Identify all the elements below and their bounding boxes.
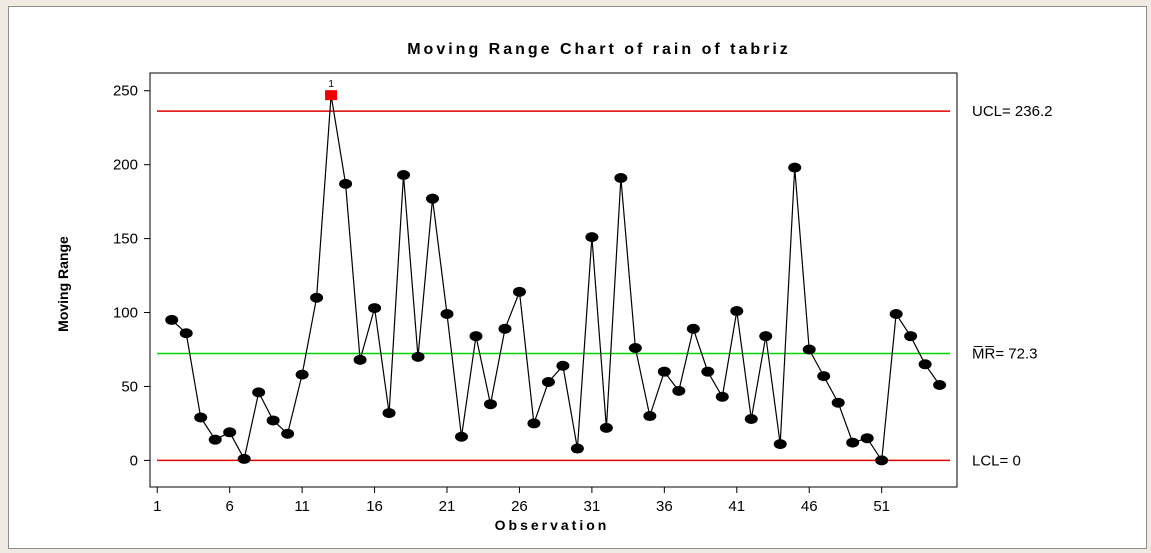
data-point — [701, 366, 715, 377]
data-point — [281, 428, 295, 439]
data-point — [599, 422, 613, 433]
data-point — [889, 309, 903, 320]
data-point — [730, 306, 744, 317]
data-point — [194, 412, 208, 423]
data-point — [556, 360, 570, 371]
x-tick-label: 36 — [656, 498, 673, 515]
data-point — [397, 170, 411, 181]
y-tick-label: 50 — [121, 378, 138, 395]
x-tick-label: 26 — [511, 498, 528, 515]
data-point — [614, 172, 628, 183]
y-tick-label: 250 — [113, 83, 138, 100]
data-point — [483, 399, 497, 410]
data-point — [831, 397, 845, 408]
data-point — [426, 193, 440, 204]
data-point — [643, 411, 657, 422]
data-point — [310, 292, 324, 303]
data-point — [773, 439, 787, 450]
data-point — [469, 331, 483, 342]
data-point — [904, 331, 918, 342]
data-point — [715, 391, 729, 402]
x-tick-label: 31 — [584, 498, 601, 515]
data-point — [353, 354, 367, 365]
data-point — [918, 359, 932, 370]
data-point — [179, 328, 193, 339]
x-tick-label: 41 — [728, 498, 745, 515]
data-point — [527, 418, 541, 429]
data-point — [382, 408, 396, 419]
data-point — [744, 413, 758, 424]
data-point — [266, 415, 280, 426]
data-point — [165, 314, 179, 325]
data-point — [875, 455, 889, 466]
data-point — [846, 437, 860, 448]
data-point — [933, 379, 947, 390]
data-point — [237, 453, 251, 464]
out-of-control-label: 1 — [328, 79, 334, 90]
data-point — [411, 351, 425, 362]
x-axis: 1 6 11 16 21 26 31 36 41 46 51 — [153, 487, 890, 515]
data-point — [657, 366, 671, 377]
data-point — [208, 434, 222, 445]
x-axis-title: Observation — [495, 517, 610, 533]
control-label-lcl: LCL= 0 — [972, 452, 1021, 469]
series-line — [171, 95, 941, 463]
chart-title: Moving Range Chart of rain of tabriz — [407, 41, 791, 58]
y-tick-label: 100 — [113, 305, 138, 322]
data-point — [454, 431, 468, 442]
data-point — [440, 309, 454, 320]
data-point — [585, 232, 599, 243]
data-point — [686, 323, 700, 334]
data-point — [788, 162, 802, 173]
data-point — [672, 385, 686, 396]
x-tick-label: 46 — [801, 498, 818, 515]
control-lines: UCL= 236.2 M̅R̅= 72.3 LCL= 0 — [157, 103, 1052, 469]
data-point — [295, 369, 309, 380]
x-tick-label: 1 — [153, 498, 161, 515]
series-moving-range: 1 — [165, 79, 947, 466]
y-tick-label: 200 — [113, 157, 138, 174]
data-point — [498, 323, 512, 334]
data-point-out-of-control — [325, 90, 338, 101]
chart-frame: Moving Range Chart of rain of tabriz UCL… — [8, 6, 1147, 549]
data-point — [339, 178, 353, 189]
data-point — [252, 387, 266, 398]
data-point — [759, 331, 773, 342]
moving-range-chart: Moving Range Chart of rain of tabriz UCL… — [55, 41, 1052, 533]
plot-area — [149, 72, 958, 488]
x-tick-label: 51 — [873, 498, 890, 515]
y-axis-title: Moving Range — [55, 236, 71, 332]
x-tick-label: 11 — [294, 498, 310, 515]
data-point — [512, 286, 526, 297]
data-point — [860, 433, 874, 444]
data-point — [223, 427, 237, 438]
data-point — [570, 443, 584, 454]
x-tick-label: 6 — [226, 498, 234, 515]
y-axis: 0 50 100 150 200 250 — [113, 83, 150, 469]
data-point — [368, 303, 382, 314]
control-label-mr-bar: M̅R̅= 72.3 — [972, 345, 1037, 362]
y-tick-label: 0 — [130, 452, 138, 469]
data-point — [628, 343, 642, 354]
data-point — [817, 371, 831, 382]
control-label-ucl: UCL= 236.2 — [972, 103, 1052, 120]
y-tick-label: 150 — [113, 231, 138, 248]
x-tick-label: 16 — [366, 498, 383, 515]
x-tick-label: 21 — [439, 498, 456, 515]
data-point — [541, 377, 555, 388]
data-point — [802, 344, 816, 355]
